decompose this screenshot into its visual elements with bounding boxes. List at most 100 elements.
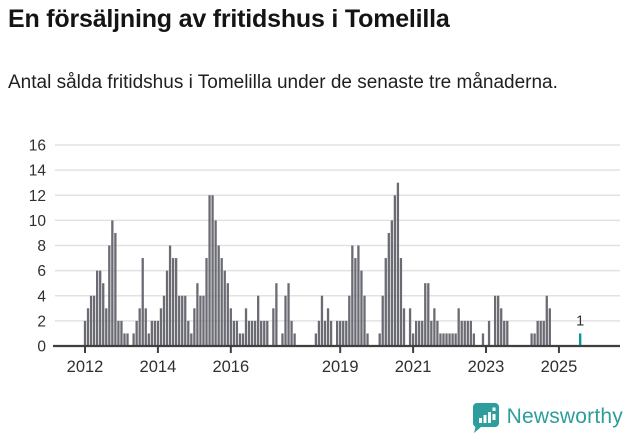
bar <box>244 308 248 346</box>
bar <box>357 245 360 346</box>
bar <box>393 195 397 346</box>
bar <box>214 220 217 347</box>
bar <box>317 320 321 347</box>
bar <box>381 295 384 346</box>
bar <box>193 308 196 346</box>
bar <box>281 333 284 346</box>
bar <box>102 283 105 346</box>
y-tick-label: 6 <box>37 263 46 280</box>
bar <box>272 308 275 346</box>
bar <box>481 333 485 346</box>
bar <box>105 308 108 346</box>
bar <box>223 270 226 347</box>
x-tick-label: 2014 <box>140 358 177 376</box>
bar <box>275 283 278 346</box>
bar <box>263 320 266 347</box>
bar <box>220 258 223 346</box>
bars <box>83 182 582 347</box>
bar <box>399 258 403 346</box>
bar <box>418 320 421 347</box>
y-tick-label: 10 <box>29 213 47 230</box>
y-tick-label: 14 <box>29 163 47 180</box>
y-tick-label: 2 <box>37 313 46 330</box>
bar <box>266 320 269 347</box>
bar <box>187 320 190 347</box>
bar <box>421 320 424 347</box>
bar <box>111 220 114 347</box>
bar <box>120 320 123 347</box>
bar <box>147 333 150 346</box>
bar <box>390 220 393 347</box>
bar <box>354 258 357 346</box>
chart-subtitle: Antal sålda fritidshus i Tomelilla under… <box>8 72 558 93</box>
bar <box>159 308 163 346</box>
bar <box>226 283 229 346</box>
bar <box>497 295 500 346</box>
bar <box>411 333 415 346</box>
bar <box>287 283 290 346</box>
bar <box>181 295 184 346</box>
bar <box>211 195 214 346</box>
bar <box>165 270 169 347</box>
bar <box>384 258 387 346</box>
bar <box>548 308 551 346</box>
bar <box>89 295 93 346</box>
bar <box>196 283 199 346</box>
bar <box>126 333 129 346</box>
bar <box>314 333 318 346</box>
y-tick-label: 8 <box>37 238 46 255</box>
bar <box>408 308 412 346</box>
bar <box>253 320 257 347</box>
bar <box>156 320 160 347</box>
bar <box>117 320 120 347</box>
y-tick-label: 4 <box>37 288 46 305</box>
brand-footer: Newsworthy <box>471 399 623 435</box>
bar <box>387 232 390 346</box>
bar <box>114 232 117 346</box>
bar <box>178 295 181 346</box>
x-axis-labels: 2012 2014 2016 2019 2021 2023 2025 <box>67 358 578 376</box>
last-value-label: 1 <box>576 313 584 329</box>
chart-title: En försäljning av fritidshus i Tomelilla <box>8 5 450 33</box>
x-axis <box>53 344 620 353</box>
bar <box>320 295 324 346</box>
bar <box>414 320 418 347</box>
y-axis-labels: 0 2 4 6 8 10 12 14 16 <box>29 138 47 356</box>
newsworthy-logo-icon <box>472 403 499 433</box>
bar <box>466 320 469 347</box>
bar <box>339 320 342 347</box>
bar <box>171 258 175 346</box>
x-tick-label: 2019 <box>322 358 359 376</box>
bar <box>293 333 296 346</box>
bar <box>232 320 236 347</box>
bar <box>360 270 363 347</box>
bar <box>396 182 400 346</box>
bar <box>500 308 503 346</box>
bar <box>454 333 457 346</box>
bar <box>506 320 509 347</box>
bar <box>530 333 533 346</box>
bar <box>153 320 157 347</box>
bar <box>208 195 211 346</box>
bar <box>174 258 178 346</box>
bar <box>433 308 436 346</box>
bar <box>132 333 135 346</box>
bar <box>229 308 232 346</box>
bar <box>460 320 463 347</box>
bar <box>487 320 491 347</box>
bar <box>150 320 153 347</box>
bar <box>235 320 239 347</box>
bar <box>257 295 260 346</box>
bar <box>99 270 102 347</box>
bar <box>123 333 126 346</box>
bar <box>323 320 327 347</box>
bar <box>184 295 187 346</box>
bar <box>442 333 445 346</box>
bar <box>536 320 539 347</box>
y-tick-label: 12 <box>29 188 46 205</box>
bar <box>241 333 245 346</box>
bar <box>469 320 472 347</box>
x-tick-label: 2021 <box>395 358 432 376</box>
bar <box>366 333 369 346</box>
x-tick-label: 2016 <box>212 358 249 376</box>
